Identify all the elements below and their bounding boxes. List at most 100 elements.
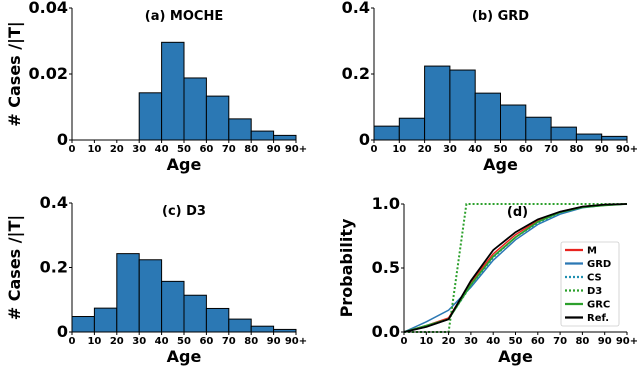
x-tick-label: 90 [267,144,281,155]
legend-label: M [587,246,597,257]
legend-label: D3 [587,286,602,297]
bar [205,307,230,333]
bar [474,92,502,141]
bar [228,118,252,141]
x-tick-label: 40 [155,144,169,155]
x-tick-label: 20 [442,336,456,347]
bar [273,134,297,141]
y-tick-label: 0 [57,322,68,341]
x-tick-label: 50 [509,336,523,347]
x-axis-label: Age [498,347,533,366]
bar [183,77,207,141]
x-tick-label: 50 [494,144,508,155]
panel-b: 0 10 20 30 40 50 60 70 80 90 90+ 0 0.2 0.4 Age (b) GRD [342,0,637,174]
x-tick-label: 60 [531,336,545,347]
x-tick-label: 40 [155,336,169,347]
bar [205,95,230,141]
panel-c: 0 10 20 30 40 50 60 70 80 90 90+ 0 0.2 0.4 Age # Cases … [5,193,307,366]
y-tick-label: 0.4 [342,0,370,17]
bar [138,92,163,141]
x-tick-label: 90+ [285,336,307,347]
bar [161,280,185,333]
panel-d: M GRD CS D3 GRC Ref. 0 10 20 30 40 50 60 70 80 90 90+ 0.0… [337,194,637,366]
bar [601,135,628,141]
bar [500,104,527,141]
x-tick-label: 90+ [285,144,307,155]
x-tick-label: 30 [132,144,146,155]
legend-label: GRD [587,259,611,270]
x-tick-label: 10 [419,336,433,347]
bar [116,253,140,333]
series-line-ref [403,203,628,333]
x-tick-label: 80 [244,336,258,347]
legend-label: CS [587,273,602,284]
bar [250,130,275,141]
x-tick-label: 30 [132,336,146,347]
y-tick-label: 0.2 [40,258,68,277]
x-axis-label: Age [167,155,202,174]
y-axis-label: # Cases /|T| [5,21,25,126]
y-tick-label: 0.02 [29,64,68,83]
panel-title: (a) MOCHE [145,9,223,24]
legend-label: GRC [587,300,610,311]
panel-title: (b) GRD [472,9,529,24]
x-tick-label: 70 [222,336,236,347]
bar [183,294,207,333]
x-tick-label: 60 [519,144,533,155]
y-tick-label: 0.04 [29,0,68,17]
x-tick-label: 50 [177,336,191,347]
bar [525,116,552,141]
x-tick-label: 10 [87,144,101,155]
panel-a: 0 10 20 30 40 50 60 70 80 90 90+ 0 0.02 0.04 Age # Case… [5,0,307,174]
x-tick-label: 70 [222,144,236,155]
x-tick-label: 80 [244,144,258,155]
x-tick-label: 0 [401,336,408,347]
x-tick-label: 90 [267,336,281,347]
panel-title: (c) D3 [162,204,206,219]
x-tick-label: 40 [486,336,500,347]
x-tick-label: 90+ [616,144,637,155]
x-tick-label: 10 [392,144,406,155]
x-tick-label: 90 [598,336,612,347]
x-tick-label: 70 [553,336,567,347]
y-tick-label: 0.4 [40,193,68,212]
y-tick-label: 0.2 [342,64,370,83]
bar [449,69,476,141]
x-tick-label: 50 [177,144,191,155]
x-tick-label: 30 [464,336,478,347]
x-tick-label: 20 [110,144,124,155]
y-axis-label: Probability [337,218,356,317]
y-axis-label: # Cases /|T| [5,215,25,320]
x-tick-label: 60 [199,336,213,347]
bar [228,318,252,333]
legend-label: Ref. [587,313,609,324]
x-tick-label: 90 [595,144,609,155]
bar [575,133,603,141]
bar [424,65,451,141]
x-tick-label: 80 [569,144,583,155]
x-tick-label: 0 [371,144,378,155]
y-tick-label: 0.0 [372,322,400,341]
bar [373,125,400,141]
y-tick-label: 0 [359,130,370,149]
panel-title: (d) [507,205,528,220]
x-tick-label: 0 [69,336,76,347]
x-tick-label: 70 [544,144,558,155]
x-tick-label: 20 [110,336,124,347]
x-tick-label: 90+ [616,336,637,347]
legend: M GRD CS D3 GRC Ref. [560,241,620,327]
bar [71,316,95,333]
x-tick-label: 0 [69,144,76,155]
x-tick-label: 30 [443,144,457,155]
bar [138,259,163,333]
bar [93,307,118,333]
bar [250,325,275,333]
bar [398,117,426,141]
x-tick-label: 80 [575,336,589,347]
bar [550,126,577,141]
y-tick-label: 0 [57,130,68,149]
x-axis-label: Age [167,347,202,366]
bar [161,41,185,141]
x-tick-label: 20 [418,144,432,155]
